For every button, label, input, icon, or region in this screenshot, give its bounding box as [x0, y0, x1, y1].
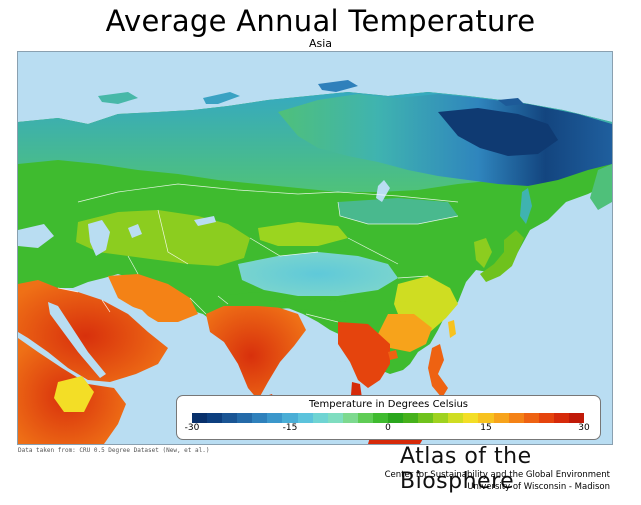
legend-swatch [493, 413, 509, 423]
legend-swatch [192, 413, 208, 423]
legend-swatch [207, 413, 223, 423]
kamchatka [590, 164, 612, 210]
map-canvas [18, 52, 612, 444]
legend-swatch [418, 413, 434, 423]
legend-swatch [222, 413, 238, 423]
legend-swatch [403, 413, 419, 423]
ethiopian-highlands [54, 376, 94, 412]
legend-swatch [523, 413, 539, 423]
arctic-island-severnaya [318, 80, 358, 92]
legend-swatch [342, 413, 358, 423]
iran-region [108, 274, 198, 322]
legend-swatch [312, 413, 328, 423]
legend-tick-label: -30 [184, 423, 200, 433]
persian-gulf [130, 306, 156, 328]
taiwan [448, 320, 456, 338]
legend-swatch [433, 413, 449, 423]
legend-swatch [252, 413, 268, 423]
legend-swatch [463, 413, 479, 423]
legend-tick-label: 0 [385, 423, 391, 433]
red-sea [48, 302, 106, 378]
himalaya-band [218, 292, 348, 310]
country-borders [57, 183, 459, 323]
temperature-map [17, 51, 613, 445]
university-name: University of Wisconsin - Madison [467, 482, 610, 492]
legend-swatch [553, 413, 569, 423]
arctic-island-west [98, 92, 138, 104]
center-name: Center for Sustainability and the Global… [384, 470, 610, 480]
siberia-darkest [438, 108, 558, 156]
indochina-region [338, 322, 390, 388]
lake-baikal [376, 180, 390, 202]
legend-swatch [372, 413, 389, 423]
aral-sea [128, 224, 142, 238]
legend-swatch [538, 413, 554, 423]
japan-islands [480, 230, 524, 282]
arctic-island-novaya [203, 92, 240, 104]
philippines [428, 344, 448, 398]
sakhalin-island [520, 188, 532, 224]
arctic-island-nsi [498, 98, 524, 106]
caspian-sea [88, 220, 110, 256]
korea-peninsula [474, 238, 492, 268]
mongolia-region [338, 198, 458, 224]
legend-swatch [388, 413, 404, 423]
black-sea [18, 224, 54, 248]
legend-swatch [568, 413, 585, 423]
legend-tick-label: 30 [578, 423, 590, 433]
legend-swatch [357, 413, 373, 423]
legend-swatch [478, 413, 494, 423]
south-china-region [378, 314, 432, 352]
hainan [388, 350, 398, 360]
atlas-brand: Atlas of the Biosphere [400, 444, 532, 494]
lake-balkhash [194, 216, 216, 226]
indian-subcontinent [206, 302, 306, 400]
legend-color-bar [192, 413, 585, 423]
legend-swatch [282, 413, 298, 423]
siberia-cold-region [278, 94, 612, 186]
tarim-basin [258, 222, 348, 246]
map-title: Average Annual Temperature [105, 4, 536, 38]
legend-swatch [297, 413, 313, 423]
data-source-note: Data taken from: CRU 0.5 Degree Dataset … [18, 447, 210, 454]
map-subtitle: Asia [308, 37, 333, 50]
legend-swatch [508, 413, 524, 423]
legend-swatch [327, 413, 343, 423]
legend-title: Temperature in Degrees Celsius [308, 399, 469, 410]
legend-tick-label: -15 [282, 423, 298, 433]
temperature-legend: Temperature in Degrees Celsius -30 -15 0 15… [176, 395, 601, 440]
legend-swatch [267, 413, 283, 423]
tibetan-plateau [238, 252, 398, 296]
legend-swatch [448, 413, 464, 423]
legend-swatch [237, 413, 253, 423]
legend-tick-label: 15 [480, 423, 492, 433]
